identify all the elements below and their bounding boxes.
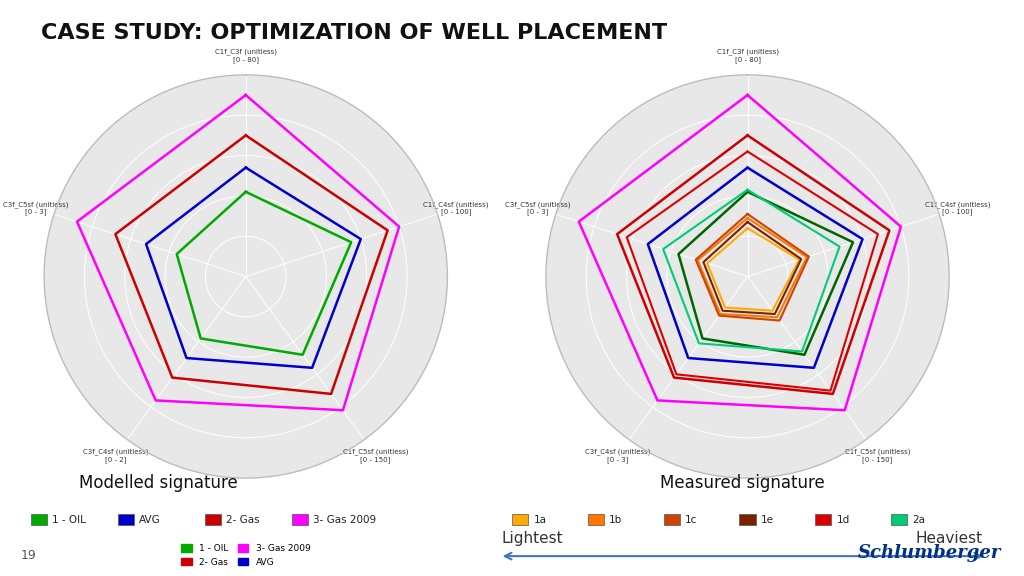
Text: 1e: 1e bbox=[761, 514, 774, 525]
Text: 1a: 1a bbox=[534, 514, 547, 525]
Text: 2a: 2a bbox=[912, 514, 926, 525]
Text: 3- Gas 2009: 3- Gas 2009 bbox=[313, 514, 377, 525]
Text: AVG: AVG bbox=[139, 514, 161, 525]
Text: Schlumberger: Schlumberger bbox=[858, 544, 1001, 562]
Text: CASE STUDY: OPTIMIZATION OF WELL PLACEMENT: CASE STUDY: OPTIMIZATION OF WELL PLACEME… bbox=[41, 23, 667, 43]
Text: Measured signature: Measured signature bbox=[660, 475, 824, 492]
Text: 1c: 1c bbox=[685, 514, 697, 525]
Text: Lightest: Lightest bbox=[502, 531, 563, 546]
Text: Modelled signature: Modelled signature bbox=[79, 475, 239, 492]
Legend: 1 - OIL, 2- Gas, 3- Gas 2009, AVG: 1 - OIL, 2- Gas, 3- Gas 2009, AVG bbox=[177, 541, 314, 570]
Text: Heaviest: Heaviest bbox=[915, 531, 983, 546]
Text: 19: 19 bbox=[20, 548, 36, 562]
Text: 1d: 1d bbox=[837, 514, 850, 525]
Text: 2- Gas: 2- Gas bbox=[226, 514, 260, 525]
Text: 1b: 1b bbox=[609, 514, 623, 525]
Text: 1 - OIL: 1 - OIL bbox=[52, 514, 86, 525]
